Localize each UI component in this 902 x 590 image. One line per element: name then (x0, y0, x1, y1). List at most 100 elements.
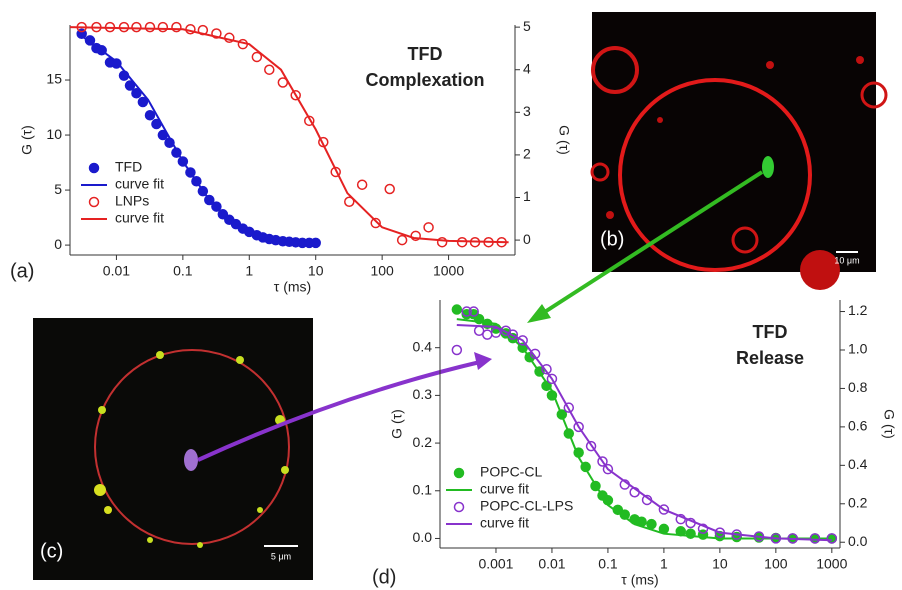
y-tick-label: 0.1 (413, 481, 433, 497)
x-tick-label: 0.001 (478, 556, 513, 572)
y2-axis-label: G (τ) (881, 409, 897, 439)
data-point (597, 456, 608, 467)
data-point (563, 402, 575, 413)
y2-tick-label: 2 (523, 146, 531, 162)
data-point (144, 21, 156, 33)
data-point (211, 201, 222, 212)
data-point (171, 21, 182, 33)
legend-label: curve fit (115, 176, 164, 192)
arrows (197, 170, 764, 462)
y-axis-label: G (τ) (19, 125, 35, 155)
y-tick-label: 0.3 (413, 386, 433, 402)
data-point (697, 523, 709, 535)
data-point (646, 518, 657, 530)
y-axis-label: G (τ) (389, 409, 405, 439)
data-point (482, 329, 493, 340)
y2-tick-label: 5 (523, 18, 531, 34)
x-tick-label: 1 (660, 556, 668, 572)
panel-label: (d) (372, 566, 396, 588)
legend-label: curve fit (480, 481, 529, 497)
y-tick-label: 0 (54, 236, 62, 252)
x-tick-label: 0.1 (173, 263, 193, 279)
y2-axis-label: G (τ) (556, 125, 572, 155)
y-tick-label: 5 (54, 181, 62, 197)
x-tick-label: 10 (308, 263, 324, 279)
x-axis-label: τ (ms) (274, 279, 311, 295)
y2-tick-label: 1.0 (848, 341, 868, 357)
annotation: Complexation (365, 70, 484, 90)
data-point (396, 234, 408, 246)
y2-tick-label: 1.2 (848, 302, 868, 318)
legend-label: curve fit (115, 210, 164, 226)
y2-tick-label: 0.0 (848, 533, 868, 549)
data-point (423, 222, 434, 233)
data-point (290, 90, 301, 101)
annotation: TFD (753, 322, 788, 342)
data-point (304, 115, 315, 127)
data-point (468, 306, 479, 317)
data-point (251, 51, 263, 63)
data-point (541, 363, 552, 375)
panel-label: (c) (40, 540, 63, 562)
x-axis-label: τ (ms) (621, 572, 658, 588)
x-tick-label: 0.01 (538, 556, 565, 572)
data-point (507, 329, 519, 340)
data-point (410, 230, 421, 242)
annotation: TFD (408, 44, 443, 64)
y2-tick-label: 1 (523, 188, 531, 204)
legend-label: POPC-CL-LPS (480, 498, 573, 514)
data-point (658, 504, 670, 515)
data-point (517, 335, 528, 346)
data-point (144, 109, 156, 121)
legend-label: curve fit (480, 515, 529, 531)
legend-swatch (453, 501, 465, 513)
data-point (436, 236, 448, 248)
panel-label: (a) (10, 260, 34, 282)
y2-tick-label: 0.4 (848, 456, 868, 472)
data-point (573, 421, 584, 433)
x-tick-label: 0.1 (598, 556, 618, 572)
data-point (826, 533, 838, 544)
data-point (124, 80, 136, 91)
data-point (131, 87, 142, 99)
y2-tick-label: 4 (523, 60, 531, 76)
annotation: Release (736, 348, 804, 368)
x-tick-label: 1 (245, 263, 253, 279)
data-point (602, 463, 614, 475)
data-point (137, 96, 149, 108)
y2-tick-label: 0.8 (848, 379, 868, 395)
scale-bar-label: 10 μm (834, 255, 859, 265)
legend-swatch (88, 162, 100, 174)
fit-line (69, 26, 509, 244)
y-tick-label: 0.4 (413, 338, 433, 354)
x-tick-label: 100 (764, 556, 788, 572)
y2-tick-label: 3 (523, 103, 531, 119)
panel-label: (b) (600, 228, 624, 250)
legend-label: LNPs (115, 193, 149, 209)
data-point (131, 21, 142, 33)
data-point (451, 344, 463, 356)
legend-swatch (453, 467, 465, 479)
legend-label: TFD (115, 159, 142, 175)
data-point (461, 306, 472, 317)
data-point (490, 327, 502, 338)
scale-bar-label: 5 μm (271, 551, 291, 561)
x-tick-label: 10 (712, 556, 728, 572)
fit-line (456, 324, 832, 542)
y-tick-label: 10 (46, 126, 62, 142)
data-point (157, 21, 169, 33)
y2-tick-label: 0.2 (848, 494, 868, 510)
data-point (264, 64, 275, 75)
data-point (546, 373, 558, 385)
data-point (370, 217, 381, 229)
x-tick-label: 1000 (433, 263, 464, 279)
micrograph-b (590, 12, 888, 290)
x-tick-label: 0.01 (103, 263, 130, 279)
data-point (809, 533, 821, 544)
legend-label: POPC-CL (480, 464, 542, 480)
data-point (585, 440, 597, 452)
y2-tick-label: 0.6 (848, 418, 868, 434)
fit-line (81, 35, 316, 245)
data-point (344, 196, 355, 208)
